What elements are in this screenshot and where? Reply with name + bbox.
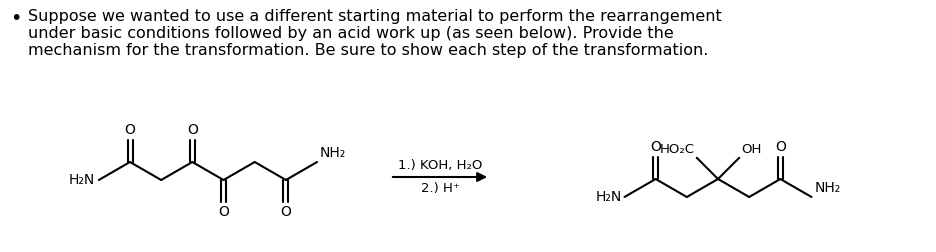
- Text: O: O: [218, 205, 229, 219]
- Text: HO₂C: HO₂C: [660, 143, 695, 156]
- Text: NH₂: NH₂: [320, 146, 346, 160]
- Text: NH₂: NH₂: [814, 181, 841, 195]
- Text: 2.) H⁺: 2.) H⁺: [420, 182, 460, 195]
- Text: O: O: [651, 140, 661, 154]
- Text: Suppose we wanted to use a different starting material to perform the rearrangem: Suppose we wanted to use a different sta…: [28, 9, 722, 24]
- Text: O: O: [281, 205, 291, 219]
- Text: O: O: [187, 123, 197, 137]
- Text: mechanism for the transformation. Be sure to show each step of the transformatio: mechanism for the transformation. Be sur…: [28, 43, 709, 58]
- Text: O: O: [124, 123, 136, 137]
- Text: H₂N: H₂N: [68, 173, 95, 187]
- Text: O: O: [775, 140, 786, 154]
- Text: H₂N: H₂N: [595, 190, 622, 204]
- Text: 1.) KOH, H₂O: 1.) KOH, H₂O: [398, 159, 482, 172]
- Text: •: •: [10, 9, 22, 28]
- Text: OH: OH: [741, 143, 762, 156]
- Text: under basic conditions followed by an acid work up (as seen below). Provide the: under basic conditions followed by an ac…: [28, 26, 674, 41]
